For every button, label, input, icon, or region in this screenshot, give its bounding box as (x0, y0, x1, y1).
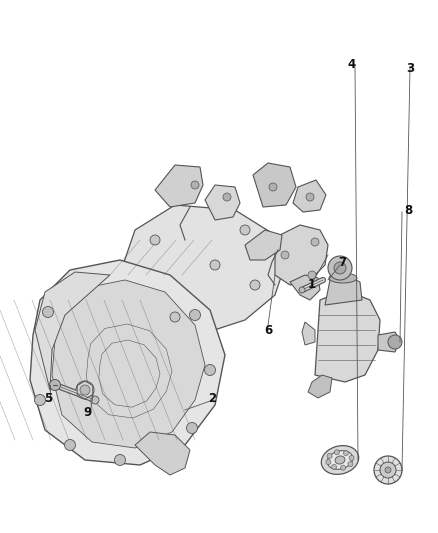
Circle shape (334, 450, 339, 455)
Circle shape (187, 423, 198, 433)
Polygon shape (315, 290, 380, 382)
Polygon shape (123, 205, 285, 333)
Circle shape (80, 385, 90, 395)
Circle shape (114, 455, 126, 465)
Text: 7: 7 (338, 256, 346, 270)
Circle shape (190, 310, 201, 320)
Polygon shape (35, 272, 110, 390)
Polygon shape (378, 332, 400, 352)
Polygon shape (245, 230, 282, 260)
Circle shape (341, 465, 346, 470)
Circle shape (91, 396, 99, 404)
Polygon shape (325, 275, 362, 305)
Text: 2: 2 (208, 392, 216, 405)
Circle shape (334, 262, 346, 274)
Text: 3: 3 (406, 61, 414, 75)
Circle shape (269, 183, 277, 191)
Circle shape (150, 235, 160, 245)
Polygon shape (52, 280, 205, 448)
Polygon shape (155, 165, 203, 207)
Circle shape (210, 260, 220, 270)
Circle shape (42, 306, 53, 318)
Polygon shape (275, 225, 328, 285)
Circle shape (49, 379, 60, 391)
Circle shape (299, 287, 305, 293)
Circle shape (311, 238, 319, 246)
Circle shape (388, 335, 402, 349)
Text: 9: 9 (84, 406, 92, 418)
Polygon shape (135, 432, 190, 475)
Polygon shape (290, 275, 320, 300)
Circle shape (332, 464, 336, 470)
Ellipse shape (327, 451, 353, 470)
Text: 6: 6 (264, 324, 272, 336)
Circle shape (385, 467, 391, 473)
Text: 8: 8 (404, 204, 412, 216)
Circle shape (308, 271, 316, 279)
Text: 1: 1 (308, 279, 316, 292)
Polygon shape (293, 180, 326, 212)
Polygon shape (302, 322, 315, 345)
Polygon shape (205, 185, 240, 220)
Polygon shape (30, 260, 225, 465)
Circle shape (64, 440, 75, 450)
Circle shape (380, 462, 396, 478)
Circle shape (170, 312, 180, 322)
Circle shape (205, 365, 215, 376)
Text: 5: 5 (44, 392, 52, 405)
Circle shape (343, 450, 349, 456)
Circle shape (281, 251, 289, 259)
Circle shape (191, 181, 199, 189)
Text: 4: 4 (348, 59, 356, 71)
Circle shape (326, 459, 331, 465)
Ellipse shape (335, 456, 345, 464)
Circle shape (349, 455, 354, 461)
Circle shape (306, 193, 314, 201)
Polygon shape (308, 375, 332, 398)
Circle shape (240, 225, 250, 235)
Polygon shape (253, 163, 296, 207)
Ellipse shape (329, 273, 357, 283)
Circle shape (223, 193, 231, 201)
Circle shape (250, 280, 260, 290)
Circle shape (35, 394, 46, 406)
Circle shape (328, 256, 352, 280)
Ellipse shape (321, 446, 359, 474)
Circle shape (374, 456, 402, 484)
Circle shape (348, 462, 353, 466)
Circle shape (76, 381, 94, 399)
Circle shape (327, 454, 332, 458)
